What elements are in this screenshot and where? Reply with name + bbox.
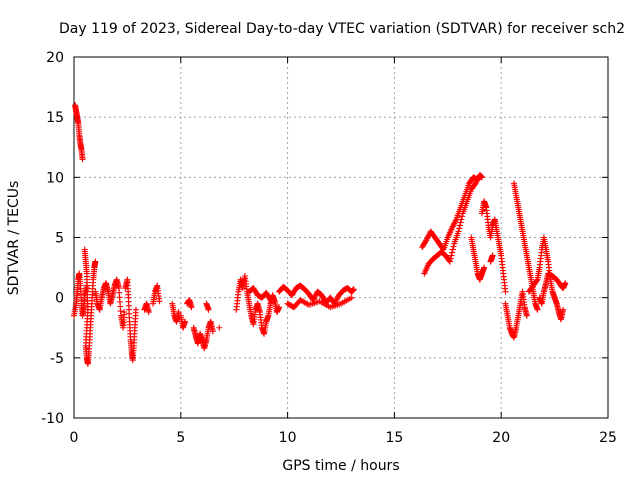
x-tick-label: 5 <box>176 430 185 446</box>
y-axis-label: SDTVAR / TECUs <box>6 181 22 296</box>
data-point <box>333 296 340 303</box>
data-point <box>562 280 569 287</box>
data-point <box>216 324 223 331</box>
y-tick-label: 0 <box>55 291 64 307</box>
data-point <box>458 216 465 223</box>
data-point <box>523 312 530 319</box>
data-point <box>348 294 355 301</box>
data-point <box>534 306 541 313</box>
data-point <box>182 318 189 325</box>
data-point <box>450 243 457 250</box>
data-point <box>473 178 480 185</box>
chart-title: Day 119 of 2023, Sidereal Day-to-day VTE… <box>59 21 625 37</box>
data-point <box>334 295 341 302</box>
data-point <box>449 224 456 231</box>
data-point <box>203 300 210 307</box>
axis-ticks: 0 5 10 15 20 25 -10 -5 0 5 10 15 20 <box>41 50 617 446</box>
data-point <box>276 304 283 311</box>
data-point <box>266 295 273 302</box>
data-point <box>449 249 456 256</box>
data-point <box>455 228 462 235</box>
data-point <box>457 219 464 226</box>
data-point <box>450 222 457 229</box>
data-point <box>446 258 453 265</box>
data-point <box>424 235 431 242</box>
y-tick-label: -5 <box>50 351 64 367</box>
data-point <box>423 236 430 243</box>
y-tick-label: 10 <box>46 170 64 186</box>
data-point <box>449 223 456 230</box>
data-point <box>448 252 455 259</box>
x-tick-label: 20 <box>492 430 510 446</box>
x-tick-label: 10 <box>279 430 297 446</box>
data-point <box>449 246 456 253</box>
data-point <box>451 220 458 227</box>
data-point <box>502 288 509 295</box>
data-point <box>456 222 463 229</box>
x-tick-label: 0 <box>70 430 79 446</box>
data-point <box>121 309 128 316</box>
data-point <box>451 219 458 226</box>
y-tick-label: 5 <box>55 231 64 247</box>
grid-lines <box>74 57 608 418</box>
x-tick-label: 25 <box>599 430 617 446</box>
data-point <box>478 174 485 181</box>
data-point <box>312 292 319 299</box>
data-point <box>474 176 481 183</box>
data-point <box>350 286 357 293</box>
data-points <box>71 102 569 367</box>
data-point <box>267 297 274 304</box>
x-axis-label: GPS time / hours <box>282 458 399 474</box>
data-point <box>481 264 488 271</box>
data-point <box>472 180 479 187</box>
data-point <box>156 298 163 305</box>
data-point <box>459 213 466 220</box>
x-tick-label: 15 <box>385 430 403 446</box>
data-point <box>145 309 152 316</box>
data-point <box>422 238 429 245</box>
data-point <box>560 306 567 313</box>
data-point <box>311 294 318 301</box>
data-point <box>175 309 182 316</box>
data-point <box>447 255 454 262</box>
data-point <box>473 177 480 184</box>
y-tick-label: 20 <box>46 50 64 66</box>
data-point <box>132 306 139 313</box>
data-point <box>533 277 540 284</box>
data-point <box>188 304 195 311</box>
data-point <box>79 156 86 163</box>
data-point <box>424 234 431 241</box>
data-point <box>92 258 99 265</box>
data-point <box>209 328 216 335</box>
data-point <box>452 217 459 224</box>
data-point <box>456 225 463 232</box>
y-tick-label: 15 <box>46 110 64 126</box>
data-point <box>489 252 496 259</box>
y-tick-label: -10 <box>41 411 64 427</box>
